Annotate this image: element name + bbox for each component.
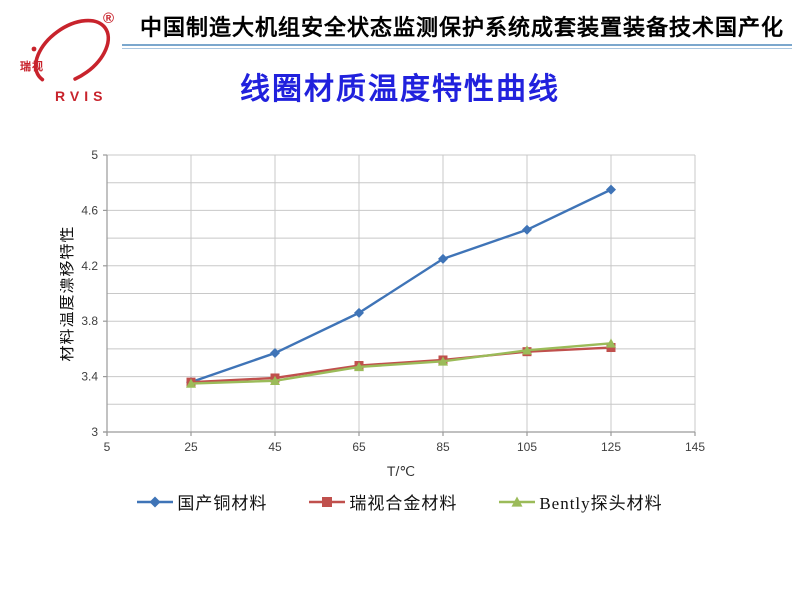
series-triangle bbox=[186, 338, 616, 388]
x-axis-title: T/℃ bbox=[387, 463, 415, 479]
header-divider-bottom bbox=[122, 48, 792, 49]
triangle-legend-marker-icon bbox=[499, 496, 536, 507]
y-tick-label: 5 bbox=[91, 148, 98, 162]
header-divider-top bbox=[122, 44, 792, 46]
page-title: 线圈材质温度特性曲线 bbox=[240, 73, 560, 106]
header-title: 中国制造大机组安全状态监测保护系统成套装置装备技术国产化 bbox=[139, 15, 784, 40]
y-tick-label: 4.2 bbox=[81, 259, 98, 273]
legend-entry: Bently探头材料 bbox=[499, 489, 662, 514]
legend-label: Bently探头材料 bbox=[539, 494, 663, 513]
series-diamond bbox=[186, 184, 616, 388]
legend-label: 瑞视合金材料 bbox=[349, 494, 458, 513]
diamond-legend-marker-icon bbox=[137, 496, 174, 507]
logo-chinese-text: 瑞视 bbox=[20, 61, 44, 73]
temperature-characteristic-chart: 5 25 45 65 85 105 125 145 5 4.6 4.2 3.8 3.4 3 T/℃ 材料温度漂… bbox=[60, 125, 740, 535]
y-tick-label: 3.8 bbox=[81, 314, 98, 328]
legend-label: 国产铜材料 bbox=[177, 494, 268, 513]
square-legend-marker-icon bbox=[309, 496, 346, 507]
logo-latin-text: RVIS bbox=[55, 88, 108, 104]
x-tick-label: 125 bbox=[601, 440, 621, 454]
legend-entry: 国产铜材料 bbox=[137, 489, 267, 514]
x-tick-label: 85 bbox=[436, 440, 450, 454]
registered-trademark-icon: ® bbox=[102, 10, 114, 27]
x-tick-label: 5 bbox=[104, 440, 111, 454]
x-tick-label: 65 bbox=[352, 440, 366, 454]
y-tick-label: 4.6 bbox=[81, 203, 98, 217]
y-axis-title: 材料温度漂移特性 bbox=[60, 225, 76, 361]
x-tick-label: 145 bbox=[685, 440, 705, 454]
chart-svg: 5 25 45 65 85 105 125 145 5 4.6 4.2 3.8 3.4 3 T/℃ 材料温度漂… bbox=[60, 148, 705, 479]
x-tick-label: 45 bbox=[268, 440, 282, 454]
x-tick-label: 105 bbox=[517, 440, 537, 454]
logo-swoosh-icon bbox=[31, 18, 111, 86]
legend-entry: 瑞视合金材料 bbox=[309, 489, 457, 514]
x-tick-label: 25 bbox=[184, 440, 198, 454]
y-tick-label: 3 bbox=[91, 425, 98, 439]
y-tick-label: 3.4 bbox=[81, 370, 98, 384]
chart-legend: 国产铜材料 瑞视合金材料 Bently探头材料 bbox=[60, 489, 740, 514]
rvis-logo: ® 瑞视 RVIS bbox=[12, 6, 124, 110]
